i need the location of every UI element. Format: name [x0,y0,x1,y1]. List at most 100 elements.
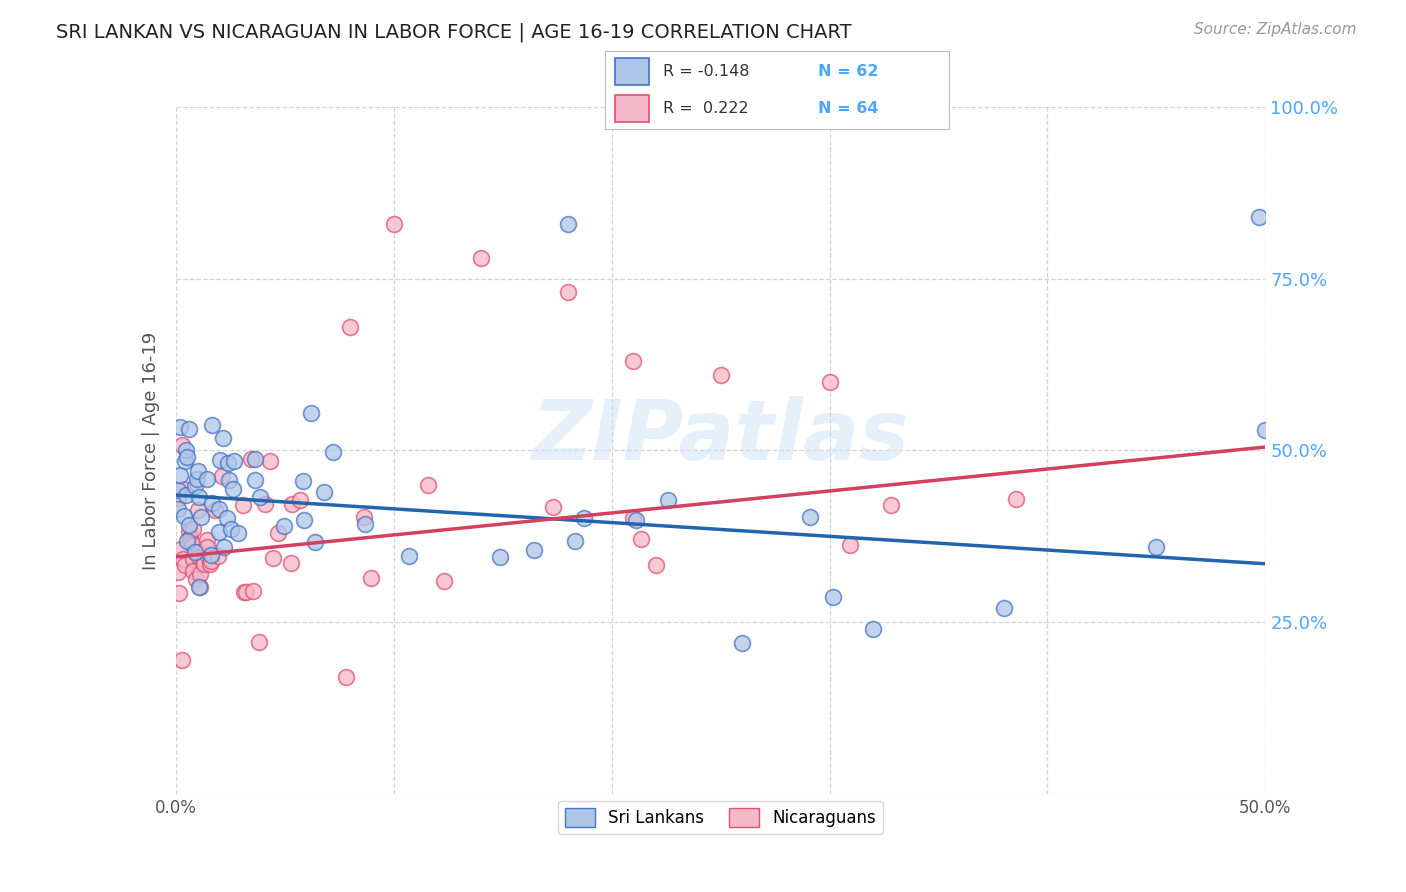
Point [167,565,190,579]
Point [170,541,193,556]
Point [169,586,191,600]
FancyBboxPatch shape [614,95,650,122]
Point [433,574,456,589]
Point [222,483,245,497]
Point [184,572,207,586]
Point [167,491,190,505]
Point [398,549,420,563]
Text: ZIPatlas: ZIPatlas [531,396,910,477]
Point [167,483,190,497]
Point [190,510,212,524]
Point [621,511,644,525]
Point [188,490,211,504]
Point [259,453,281,467]
Point [181,552,204,566]
Point [557,285,579,300]
Text: R = -0.148: R = -0.148 [664,64,749,79]
Point [243,473,266,487]
Point [489,550,512,565]
Text: SRI LANKAN VS NICARAGUAN IN LABOR FORCE | AGE 16-19 CORRELATION CHART: SRI LANKAN VS NICARAGUAN IN LABOR FORCE … [56,22,852,42]
Point [299,406,322,420]
Point [292,514,315,528]
Point [564,533,586,548]
Point [818,375,841,389]
Legend: Sri Lankans, Nicaraguans: Sri Lankans, Nicaraguans [558,801,883,834]
Point [339,319,361,334]
Point [183,479,205,493]
Point [209,453,232,467]
Text: R =  0.222: R = 0.222 [664,101,749,116]
Point [181,522,204,536]
Point [207,549,229,564]
Point [183,545,205,559]
Point [170,653,193,667]
Point [280,497,302,511]
Point [253,497,276,511]
Point [188,580,211,594]
Point [280,556,302,570]
Point [198,557,221,571]
Point [197,550,219,565]
Point [335,670,357,684]
Point [1254,423,1277,437]
Point [195,540,218,554]
Point [574,510,596,524]
Point [862,622,884,636]
Point [174,443,197,458]
Point [235,585,257,599]
Point [188,550,211,565]
Point [191,555,214,569]
Point [177,422,200,436]
Point [304,534,326,549]
Point [222,454,245,468]
Point [353,509,375,524]
Point [176,488,198,502]
Text: N = 62: N = 62 [818,64,879,79]
Point [312,485,335,500]
Point [179,524,201,539]
Point [232,498,254,512]
Point [273,519,295,533]
Point [195,533,218,547]
Point [710,368,733,382]
Point [262,551,284,566]
Point [181,564,204,578]
Point [187,503,209,517]
Point [1144,540,1167,554]
Point [382,217,405,231]
Point [180,534,202,549]
Point [322,445,344,459]
Point [880,498,903,512]
Point [170,438,193,452]
Point [731,636,754,650]
Point [212,540,235,554]
Point [360,571,382,585]
Point [187,544,209,558]
Point [219,522,242,536]
Point [1247,210,1270,224]
Point [200,548,222,562]
Point [169,419,191,434]
Point [823,591,845,605]
Point [188,566,211,581]
Point [217,456,239,470]
Point [212,431,235,445]
Point [245,452,267,467]
Point [267,526,290,541]
Point [657,493,679,508]
Point [201,417,224,432]
Point [993,601,1015,615]
Point [239,451,262,466]
Point [201,496,224,510]
Point [173,508,195,523]
Point [173,453,195,467]
Point [228,526,250,541]
Point [523,542,546,557]
Point [207,502,229,516]
Point [291,474,314,488]
Point [193,557,215,571]
Point [541,500,564,514]
Point [169,467,191,482]
Point [208,525,231,540]
Point [167,502,190,516]
